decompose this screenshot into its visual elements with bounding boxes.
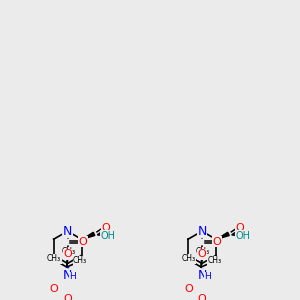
Text: CH₃: CH₃ [47,254,61,263]
Text: N: N [197,269,207,283]
Text: O: O [236,224,244,233]
Text: O: O [63,250,72,260]
Text: CH₃: CH₃ [182,254,196,263]
Text: O: O [63,294,72,300]
Text: CH₃: CH₃ [208,256,222,265]
Text: OH: OH [101,231,116,241]
Text: N: N [197,225,207,238]
Text: CH₃: CH₃ [73,256,87,265]
Text: O: O [50,284,58,293]
Text: N: N [197,225,207,238]
Text: O: O [213,237,222,247]
Text: N: N [63,269,72,283]
Text: H: H [204,272,211,281]
Text: CH₃: CH₃ [196,247,210,256]
Text: O: O [78,237,87,247]
Text: N: N [63,225,72,238]
Text: O: O [101,224,110,233]
Text: O: O [198,250,206,260]
Text: O: O [184,284,193,293]
Text: OH: OH [235,231,250,241]
Text: N: N [63,225,72,238]
Polygon shape [217,232,229,239]
Text: H: H [70,272,76,281]
Text: O: O [198,294,206,300]
Text: CH₃: CH₃ [61,247,76,256]
Polygon shape [82,232,95,239]
